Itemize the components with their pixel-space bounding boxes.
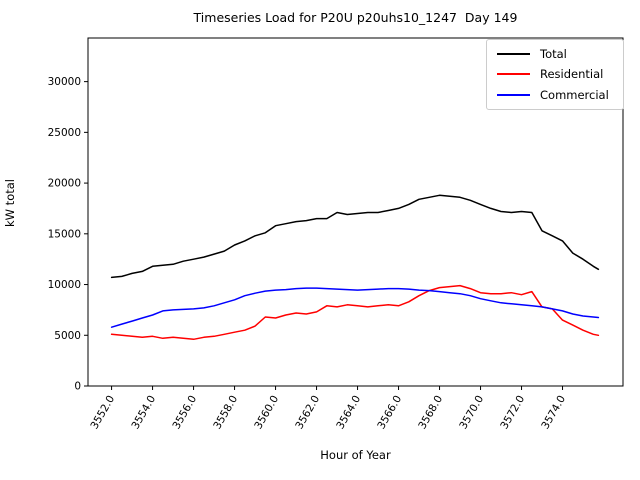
x-tick-label: 3564.0	[334, 394, 363, 432]
legend-item-total: Total	[495, 44, 615, 64]
chart-title: Timeseries Load for P20U p20uhs10_1247 D…	[193, 10, 518, 25]
x-tick-label: 3558.0	[211, 394, 240, 432]
series-line-total	[110, 194, 600, 279]
x-tick-label: 3568.0	[416, 394, 445, 432]
x-tick-label: 3570.0	[457, 394, 486, 432]
y-tick-label: 20000	[48, 178, 81, 190]
legend-item-residential: Residential	[495, 64, 615, 84]
legend: Total Residential Commercial	[486, 39, 624, 110]
x-tick-label: 3574.0	[539, 394, 568, 432]
plot-border	[87, 37, 624, 387]
y-tick-label: 0	[74, 381, 81, 393]
y-tick-label: 15000	[48, 228, 81, 240]
y-tick-label: 5000	[54, 330, 81, 342]
residential-line-swatch	[497, 73, 530, 76]
y-tick-label: 10000	[48, 279, 81, 291]
series-line-commercial	[110, 287, 600, 328]
legend-label-commercial: Commercial	[540, 87, 609, 102]
x-tick-label: 3556.0	[170, 394, 199, 432]
legend-label-residential: Residential	[540, 67, 604, 82]
x-tick-label: 3566.0	[375, 394, 404, 432]
y-tick-label: 25000	[48, 127, 81, 139]
legend-label-total: Total	[540, 47, 567, 62]
x-tick-label: 3572.0	[498, 394, 527, 432]
series-line-residential	[110, 284, 600, 341]
y-tick-label: 30000	[48, 76, 81, 88]
x-axis-label: Hour of Year	[320, 448, 391, 462]
commercial-line-swatch	[497, 93, 530, 96]
x-tick-label: 3560.0	[252, 394, 281, 432]
x-tick-label: 3552.0	[88, 394, 117, 432]
total-line-swatch	[497, 53, 530, 56]
x-tick-label: 3562.0	[293, 394, 322, 432]
legend-item-commercial: Commercial	[495, 85, 615, 105]
x-tick-label: 3554.0	[129, 394, 158, 432]
